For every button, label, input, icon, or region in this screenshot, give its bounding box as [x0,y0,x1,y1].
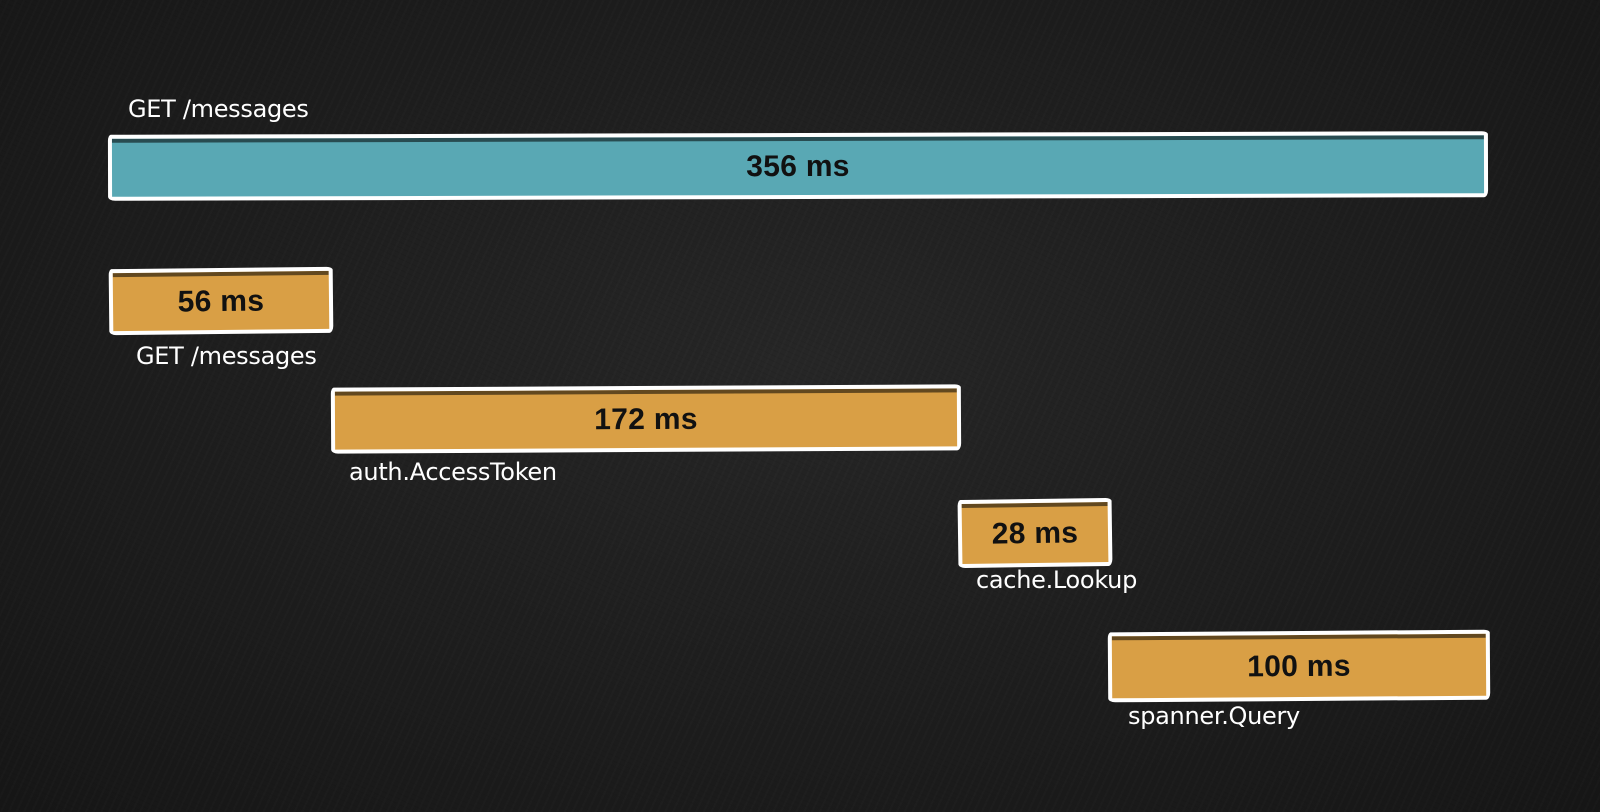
root-span-bar: 356 ms [107,131,1489,201]
span-bar-spanner-query: 100 ms [1107,629,1491,703]
span-label-spanner-query: spanner.Query [1128,702,1300,730]
span-duration-cache-lookup: 28 ms [991,516,1079,551]
span-label-get-messages: GET /messages [136,342,317,370]
span-bar-auth-access-token: 172 ms [330,384,962,454]
span-bar-cache-lookup: 28 ms [957,497,1113,569]
span-bar-get-messages: 56 ms [108,266,334,336]
span-duration-spanner-query: 100 ms [1247,649,1351,684]
span-duration-auth-access-token: 172 ms [594,402,698,437]
span-label-auth-access-token: auth.AccessToken [349,458,557,486]
root-span-duration: 356 ms [746,149,850,184]
span-duration-get-messages: 56 ms [177,284,265,319]
root-span-label: GET /messages [128,95,309,123]
span-label-cache-lookup: cache.Lookup [976,566,1138,594]
